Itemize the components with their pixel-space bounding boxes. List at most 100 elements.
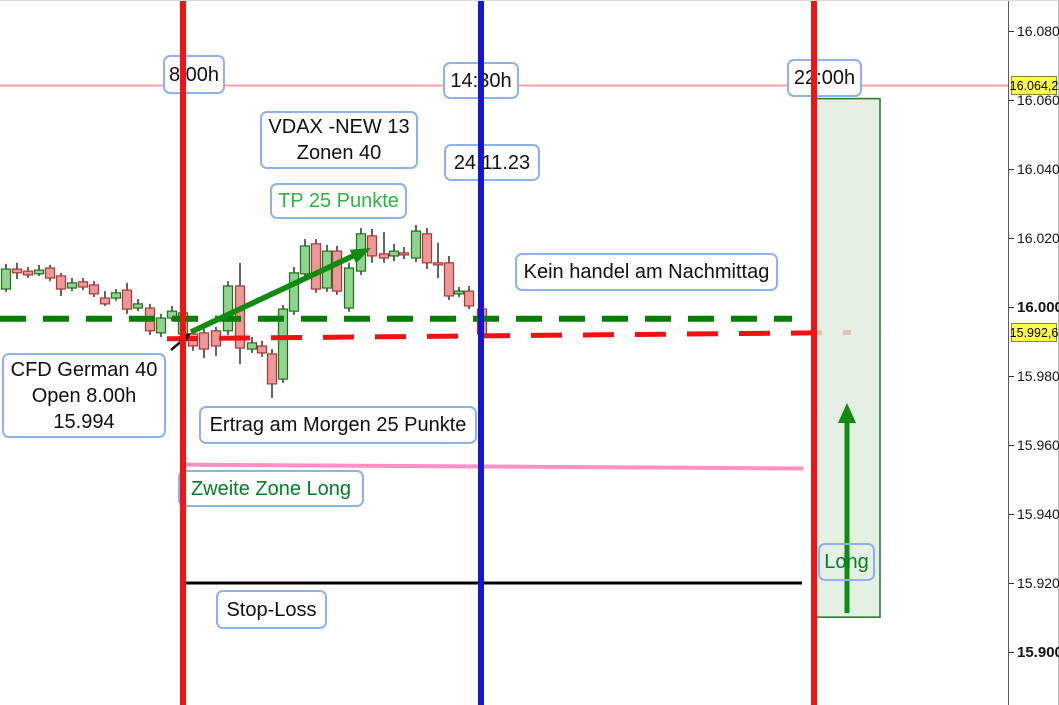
tick-label: 16.020	[1017, 230, 1059, 246]
open-price: 15.994	[53, 410, 115, 433]
tick-mark	[1009, 444, 1014, 446]
candle-down	[331, 245, 343, 295]
time-label-1430h-text: 14:30h	[450, 69, 512, 92]
axis-tick: 15.960	[1009, 435, 1059, 455]
candle-down	[432, 242, 444, 279]
candle-down	[99, 291, 111, 306]
candle-up	[33, 264, 45, 276]
candle-down	[463, 285, 475, 310]
axis-tick: 15.940	[1009, 504, 1059, 524]
axis-tick: 16.060	[1009, 90, 1059, 110]
instrument-open-box[interactable]: CFD German 40 Open 8.00h 15.994	[2, 353, 166, 438]
tick-label: 15.960	[1017, 437, 1059, 453]
current-price-line[interactable]	[166, 330, 852, 342]
candle-up	[453, 286, 465, 297]
candle-up	[246, 337, 258, 353]
candle-up	[110, 289, 122, 301]
stop-loss-box[interactable]: Stop-Loss	[216, 590, 327, 629]
price-axis: 16.080 16.060 16.040 16.020 16.000 15.980 15.9…	[1008, 1, 1059, 705]
axis-tick: 16.020	[1009, 228, 1059, 248]
candle-down	[366, 229, 378, 263]
no-trade-afternoon-text: Kein handel am Nachmittag	[523, 261, 770, 283]
date-text: 24.11.23	[453, 151, 531, 174]
axis-tick: 16.080	[1009, 21, 1059, 41]
long-text: Long	[824, 551, 869, 573]
open-time: Open 8.00h	[31, 384, 137, 407]
tick-mark	[1009, 237, 1014, 239]
instrument-name: CFD German 40	[10, 358, 158, 381]
candle-up	[132, 299, 144, 312]
tick-label: 16.060	[1017, 92, 1059, 108]
stop-loss-text: Stop-Loss	[226, 598, 317, 621]
axis-tick: 15.900	[1009, 642, 1059, 662]
candle-up	[299, 239, 311, 279]
vdax-line2: Zonen 40	[296, 142, 382, 164]
tick-label: 16.000	[1017, 298, 1059, 316]
tick-mark	[1009, 375, 1014, 377]
candle-up	[288, 266, 300, 315]
no-trade-afternoon-box[interactable]: Kein handel am Nachmittag	[515, 253, 778, 291]
candle-up	[155, 313, 167, 338]
axis-tick: 15.920	[1009, 573, 1059, 593]
morning-profit-text: Ertrag am Morgen 25 Punkte	[209, 414, 467, 436]
tick-label: 15.980	[1017, 368, 1059, 384]
candle-down	[421, 227, 433, 270]
date-box[interactable]: 24.11.23	[444, 144, 540, 181]
tick-mark	[1009, 513, 1014, 515]
long-arrow[interactable]	[838, 403, 856, 613]
candle-down	[22, 266, 34, 279]
tick-mark	[1009, 99, 1014, 101]
candle-up	[0, 263, 12, 292]
candle-down	[210, 327, 222, 356]
tick-mark	[1009, 30, 1014, 32]
candle-up	[222, 281, 234, 335]
candle-down	[443, 255, 455, 301]
candle-down	[398, 246, 410, 260]
second-zone-long-box[interactable]: Zweite Zone Long	[178, 470, 364, 507]
tick-label: 16.080	[1017, 23, 1059, 39]
candle-down	[44, 264, 56, 282]
vdax-info-box[interactable]: VDAX -NEW 13 Zonen 40	[260, 111, 418, 169]
price-tag: 15.992,6	[1010, 323, 1058, 343]
candle-up	[343, 262, 355, 312]
trend-arrow[interactable]	[189, 248, 371, 335]
candle-down	[378, 232, 390, 263]
axis-tick: 16.040	[1009, 159, 1059, 179]
time-label-2200h-text: 22:00h	[793, 67, 856, 89]
time-label-1430h[interactable]: 14:30h	[443, 62, 519, 99]
tick-label: 15.920	[1017, 575, 1059, 591]
morning-profit-box[interactable]: Ertrag am Morgen 25 Punkte	[199, 406, 477, 444]
candle-down	[88, 281, 100, 297]
candle-down	[77, 278, 89, 291]
price-tag: 16.064,2	[1010, 76, 1058, 95]
candle-up	[388, 243, 400, 262]
axis-tick: 16.000	[1009, 297, 1059, 317]
axis-tick: 15.980	[1009, 366, 1059, 386]
candle-up	[410, 224, 422, 263]
tick-mark	[1009, 306, 1014, 308]
time-label-2200h[interactable]: 22:00h	[787, 59, 862, 97]
candle-down	[266, 349, 278, 399]
tick-mark	[1009, 168, 1014, 170]
tick-mark	[1009, 582, 1014, 584]
long-box[interactable]: Long	[818, 543, 875, 581]
candle-down	[121, 282, 133, 314]
candle-down	[11, 262, 23, 280]
candle-down	[55, 272, 67, 296]
tick-label: 16.040	[1017, 161, 1059, 177]
tick-label: 15.940	[1017, 506, 1059, 522]
candle-down	[198, 329, 210, 359]
tick-mark	[1009, 651, 1014, 653]
candle-down	[310, 239, 322, 293]
candle-up	[66, 278, 78, 292]
take-profit-text: TP 25 Punkte	[278, 190, 399, 212]
time-label-8h[interactable]: 8:00h	[163, 55, 225, 94]
zweite-zone-line[interactable]	[182, 462, 804, 471]
vdax-line1: VDAX -NEW 13	[268, 116, 410, 138]
tick-label: 15.900	[1017, 643, 1059, 661]
candle-down	[256, 340, 268, 358]
take-profit-box[interactable]: TP 25 Punkte	[270, 183, 407, 219]
second-zone-long-text: Zweite Zone Long	[190, 477, 352, 500]
